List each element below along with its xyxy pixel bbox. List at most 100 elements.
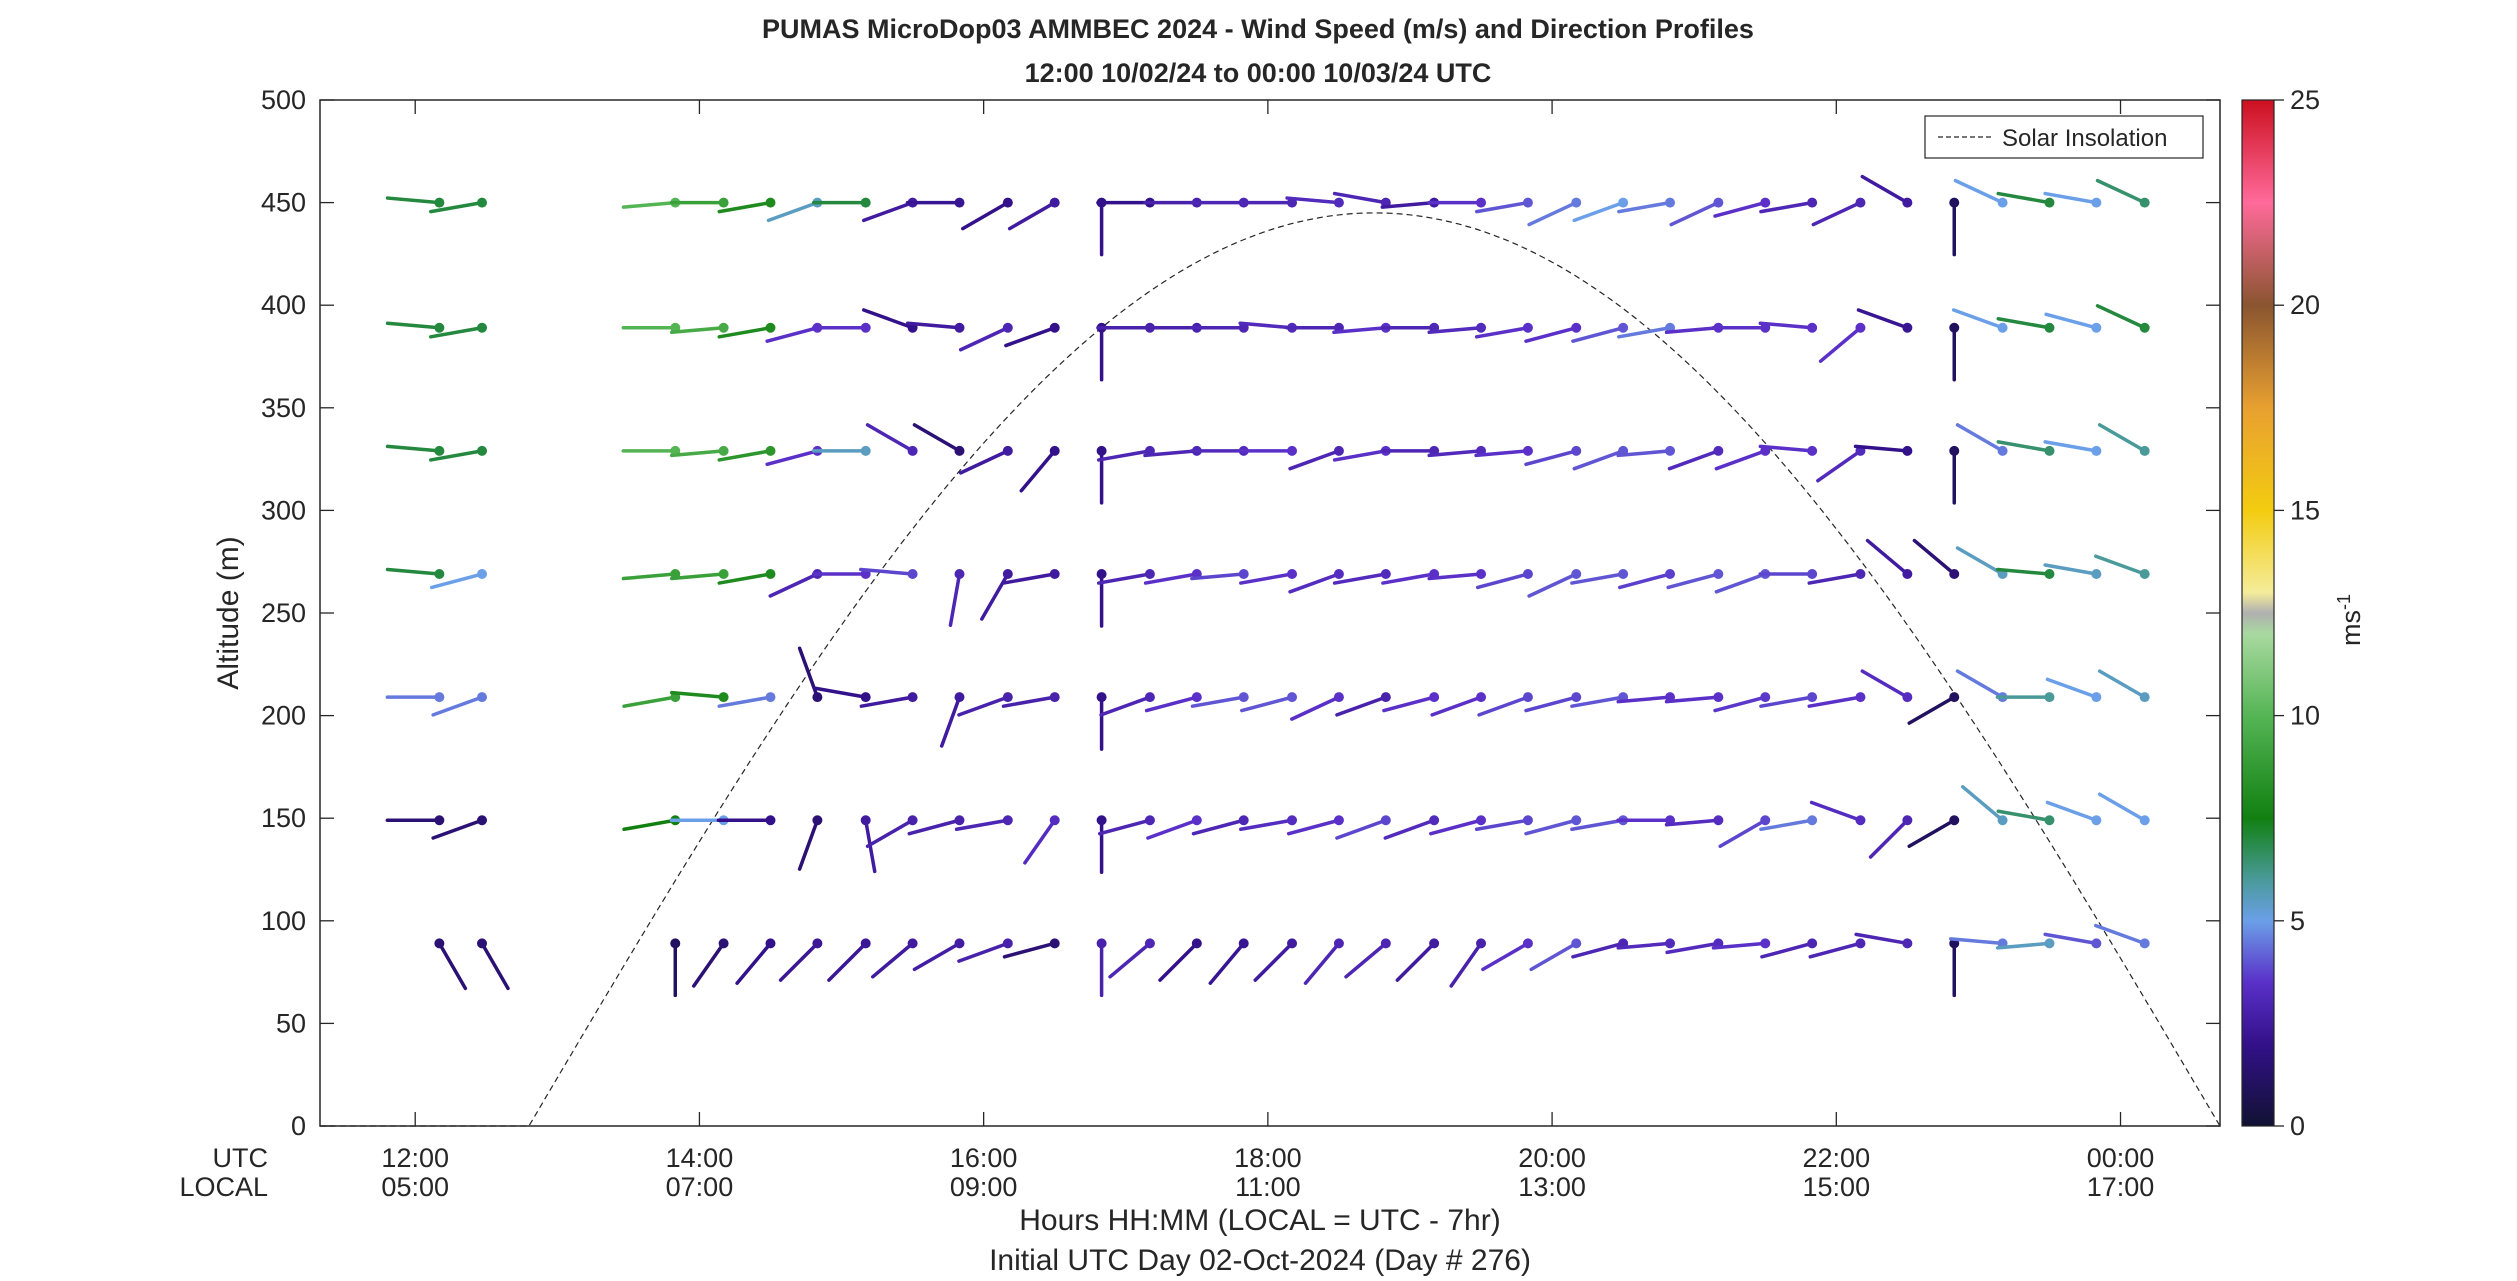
wind-barb <box>1951 308 2005 330</box>
wind-barb <box>431 818 484 840</box>
y-tick-label: 150 <box>261 803 306 833</box>
wind-point <box>1476 938 1487 949</box>
wind-barb <box>1381 572 1436 585</box>
wind-point <box>1380 692 1391 703</box>
wind-barb <box>1332 326 1388 335</box>
chart-title: PUMAS MicroDop03 AMMBEC 2024 - Wind Spee… <box>762 14 1754 44</box>
wind-point <box>860 322 871 333</box>
wind-barb <box>797 818 820 871</box>
wind-point <box>1333 938 1344 949</box>
y-tick-label: 0 <box>291 1111 306 1141</box>
wind-point <box>1807 445 1818 456</box>
colorbar-tick-label: 10 <box>2290 701 2320 731</box>
wind-point <box>1049 815 1060 826</box>
wind-barb <box>1711 941 1768 950</box>
wind-point <box>1997 445 2008 456</box>
wind-barb <box>1955 423 2005 453</box>
wind-point <box>2044 569 2055 580</box>
wind-barb <box>912 941 962 972</box>
wind-point <box>1571 445 1582 456</box>
wind-barb <box>1664 695 1721 704</box>
x-tick-label-utc: 12:00 <box>381 1143 449 1173</box>
wind-point <box>1287 815 1298 826</box>
wind-point <box>1665 938 1676 949</box>
wind-point <box>1665 197 1676 208</box>
wind-barb <box>1713 695 1768 713</box>
wind-barb <box>621 572 678 581</box>
wind-barb <box>1571 941 1625 959</box>
wind-point <box>1571 692 1582 703</box>
wind-barb <box>948 572 962 627</box>
wind-point <box>1571 569 1582 580</box>
wind-point <box>477 445 488 456</box>
wind-barb <box>1158 941 1199 982</box>
wind-barb <box>1023 818 1057 865</box>
wind-point <box>2139 197 2150 208</box>
y-tick-label: 450 <box>261 188 306 218</box>
wind-barb <box>670 326 726 335</box>
wind-barb <box>1285 196 1341 205</box>
wind-barb <box>1019 449 1057 493</box>
wind-barb <box>622 695 678 708</box>
wind-point <box>1522 322 1533 333</box>
wind-barb <box>1996 316 2052 330</box>
wind-barb <box>429 326 484 339</box>
wind-point <box>1902 938 1913 949</box>
wind-barb <box>1529 941 1578 972</box>
y-tick-label: 500 <box>261 85 306 115</box>
wind-point <box>1949 322 1960 333</box>
wind-barb <box>717 200 773 214</box>
wind-point <box>954 445 965 456</box>
wind-point <box>1855 938 1866 949</box>
wind-barb <box>717 572 773 585</box>
x-tick-label-local: 05:00 <box>381 1172 449 1202</box>
wind-barb <box>717 326 773 339</box>
wind-point <box>718 445 729 456</box>
wind-point <box>1522 197 1533 208</box>
wind-barb <box>1570 818 1625 832</box>
wind-barb <box>1429 818 1483 836</box>
wind-barb <box>1616 695 1672 704</box>
wind-barb <box>1713 200 1768 218</box>
wind-barb <box>954 818 1010 832</box>
wind-point <box>1949 815 1960 826</box>
wind-point <box>812 692 823 703</box>
wind-point <box>1902 815 1913 826</box>
wind-point <box>1333 569 1344 580</box>
x-tick-label-utc: 16:00 <box>950 1143 1018 1173</box>
x-tick-label-utc: 14:00 <box>666 1143 734 1173</box>
wind-barb <box>1290 695 1341 721</box>
wind-point <box>1333 445 1344 456</box>
wind-point <box>1049 692 1060 703</box>
wind-point <box>1238 815 1249 826</box>
wind-point <box>1096 938 1107 949</box>
wind-point <box>2044 197 2055 208</box>
wind-barb <box>1955 546 2005 576</box>
wind-point <box>1760 938 1771 949</box>
y-tick-label: 350 <box>261 393 306 423</box>
wind-barb <box>670 690 726 699</box>
x-tick-label-local: 07:00 <box>666 1172 734 1202</box>
solar-insolation-line <box>320 212 2221 1127</box>
wind-barb <box>2043 440 2099 453</box>
wind-point <box>434 938 445 949</box>
colorbar-ticks: 0 5 10 15 20 25 <box>2274 85 2320 1141</box>
wind-point <box>860 815 871 826</box>
wind-point <box>2139 815 2150 826</box>
wind-barb <box>1572 449 1625 471</box>
wind-point <box>860 938 871 949</box>
wind-point <box>2091 197 2102 208</box>
wind-barb <box>1953 178 2005 205</box>
wind-barb <box>1332 191 1388 205</box>
wind-barb <box>1286 818 1341 836</box>
wind-barb <box>1303 941 1341 985</box>
wind-barb <box>1856 308 1910 330</box>
wind-point <box>2091 815 2102 826</box>
wind-barb <box>670 449 726 458</box>
wind-point <box>1002 692 1013 703</box>
wind-point <box>1571 197 1582 208</box>
wind-barb <box>1616 449 1672 458</box>
wind-point <box>1002 197 1013 208</box>
wind-barb <box>1807 572 1863 585</box>
